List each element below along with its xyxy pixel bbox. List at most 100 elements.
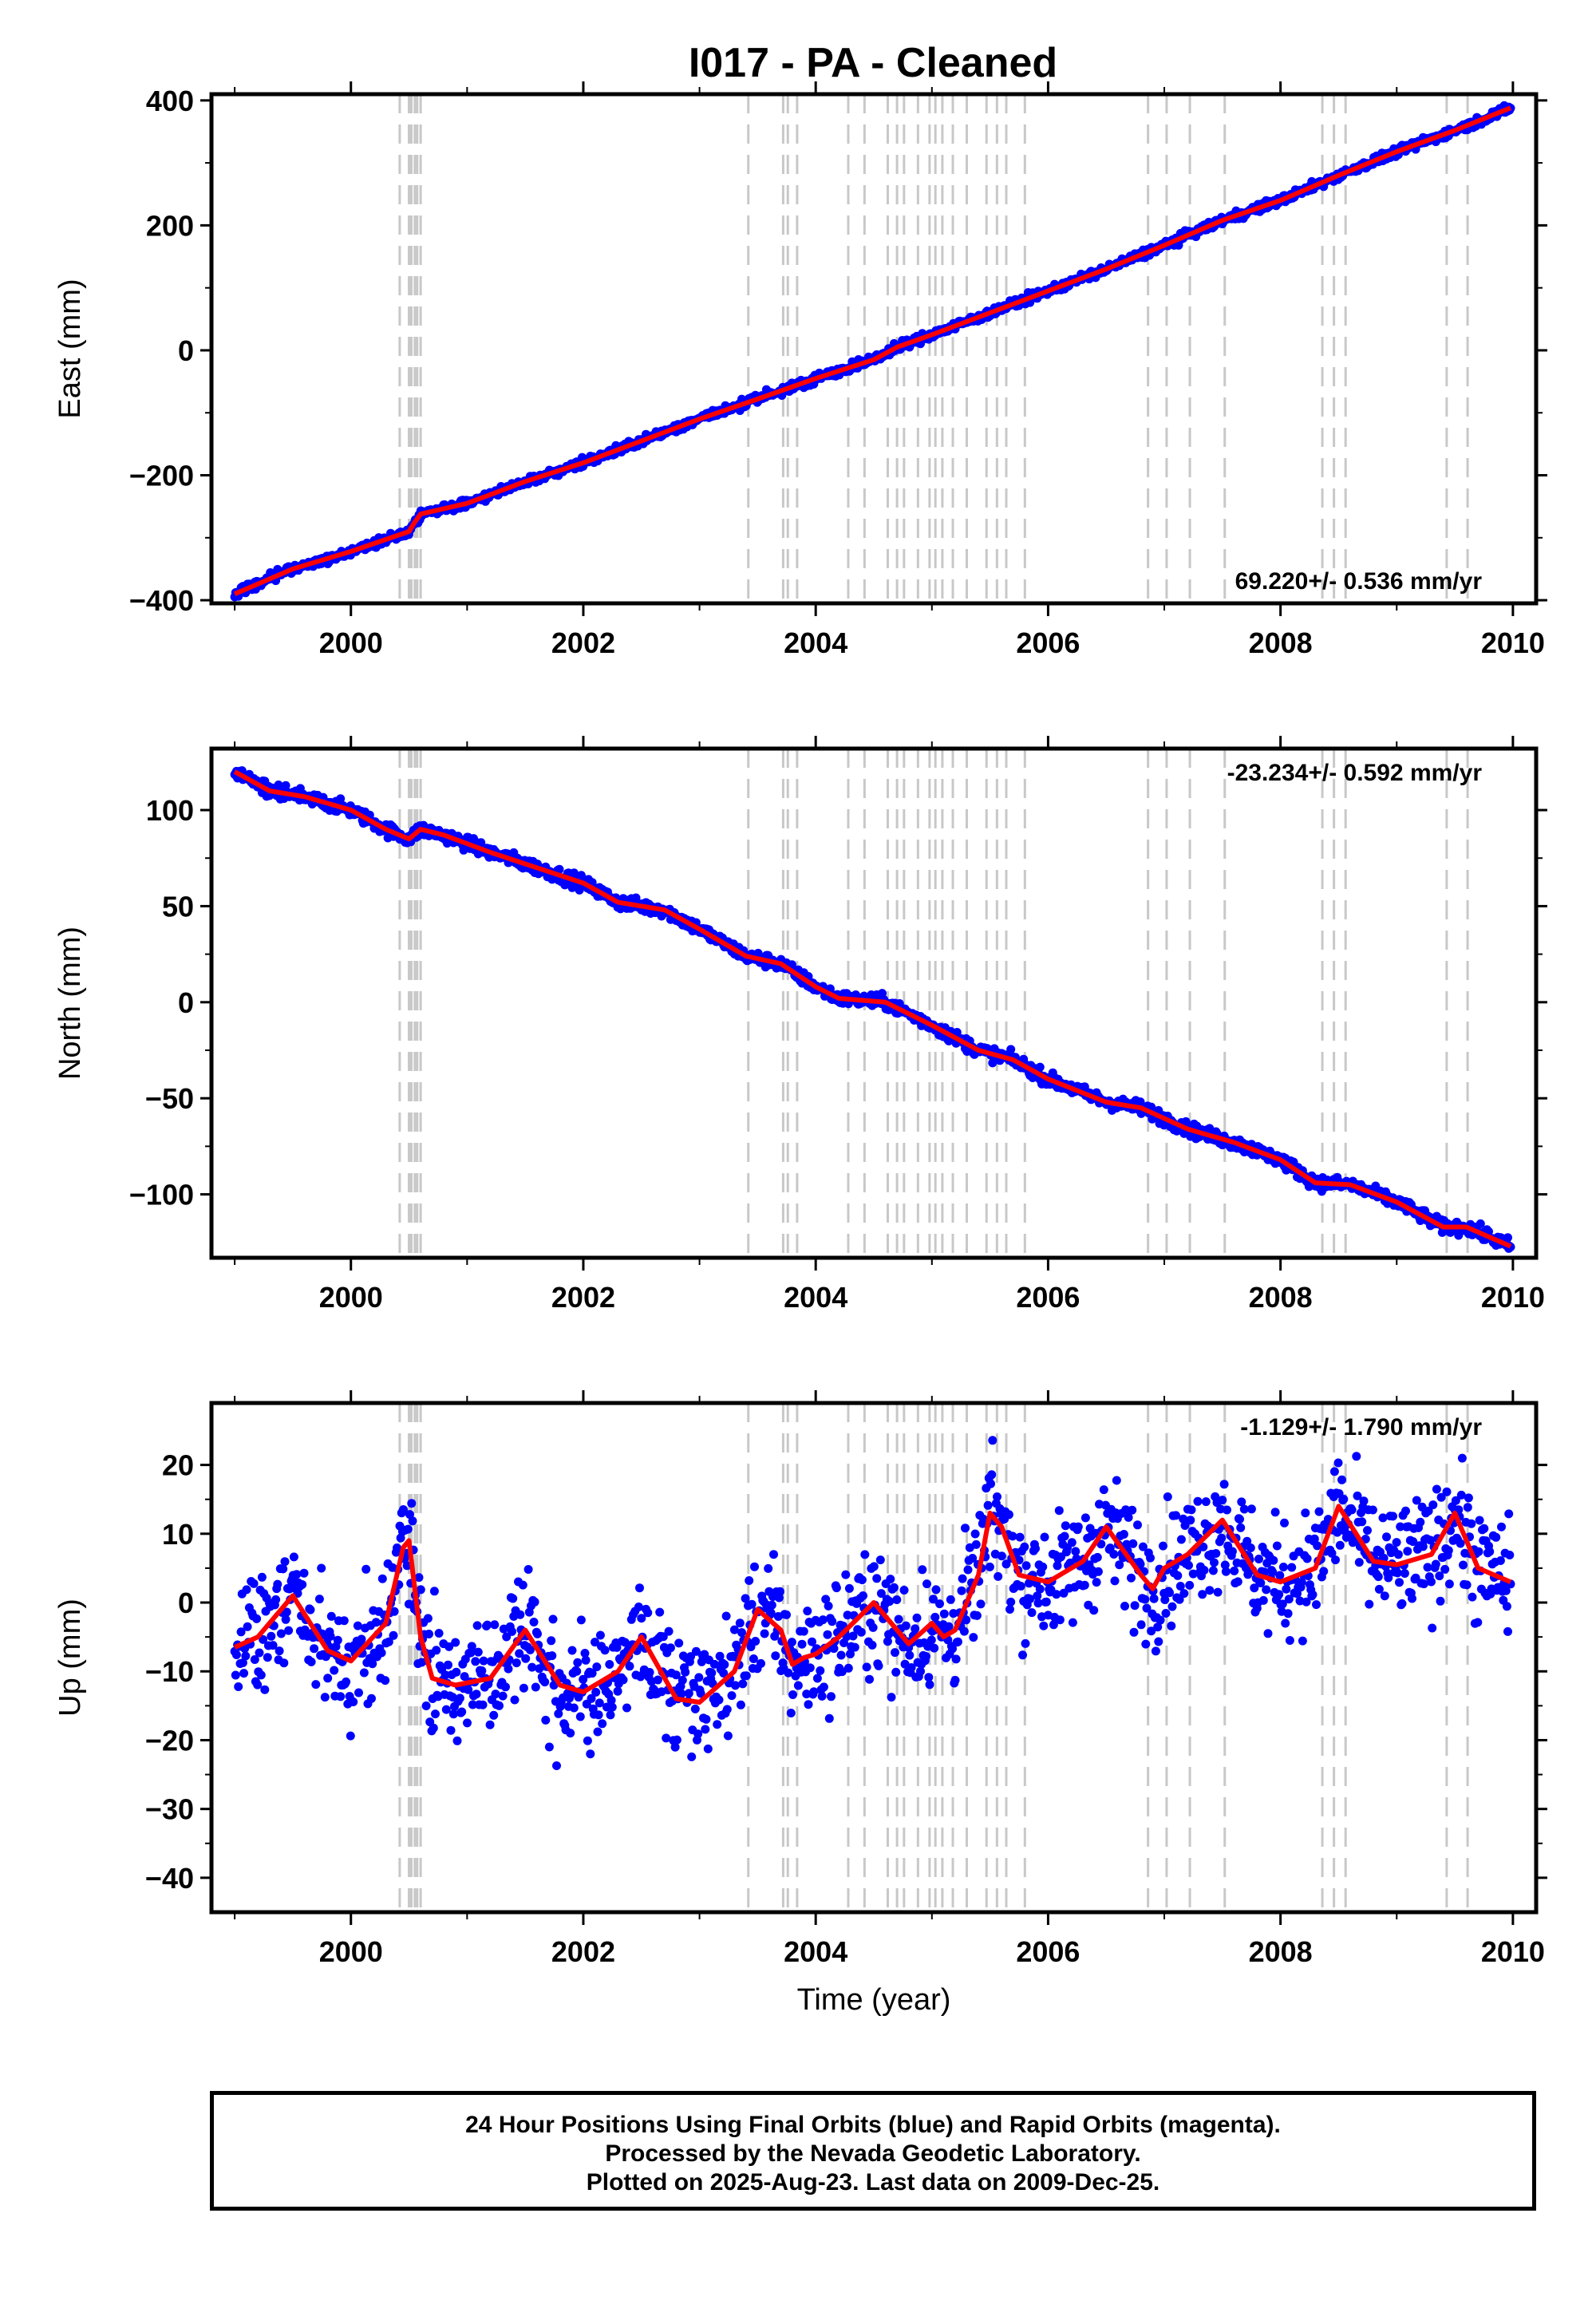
data-point xyxy=(1393,1550,1403,1559)
data-point xyxy=(824,1713,834,1723)
data-point xyxy=(972,1611,982,1620)
data-point xyxy=(664,1626,674,1636)
data-point xyxy=(935,1599,944,1609)
data-point xyxy=(255,1648,264,1658)
data-point xyxy=(931,1585,941,1595)
data-point xyxy=(1018,1650,1027,1660)
data-point xyxy=(843,1663,853,1673)
y-tick-label: 0 xyxy=(178,1587,194,1619)
data-point xyxy=(1444,1579,1454,1589)
data-point xyxy=(472,1621,482,1630)
data-point xyxy=(862,1662,871,1672)
data-point xyxy=(950,1675,960,1685)
data-point xyxy=(1254,1555,1263,1563)
data-point xyxy=(1274,1590,1284,1599)
data-point xyxy=(544,1742,554,1752)
data-point xyxy=(605,1660,614,1669)
data-point xyxy=(1055,1615,1065,1625)
velocity-label: -23.234+/- 0.592 mm/yr xyxy=(1227,760,1483,786)
data-point xyxy=(1120,1602,1129,1611)
data-point xyxy=(1004,1510,1013,1520)
y-tick-label: −200 xyxy=(129,460,194,492)
data-point xyxy=(548,1614,558,1624)
data-point xyxy=(985,1562,994,1571)
data-point xyxy=(346,1731,355,1741)
data-point xyxy=(1167,1621,1176,1630)
data-point xyxy=(1485,1547,1495,1556)
data-point xyxy=(330,1666,339,1675)
data-point xyxy=(1359,1496,1369,1506)
data-point xyxy=(339,1616,349,1626)
data-point xyxy=(1210,1558,1219,1567)
data-point xyxy=(242,1585,251,1595)
data-point xyxy=(969,1633,978,1642)
data-point xyxy=(284,1626,294,1635)
data-point xyxy=(311,1680,321,1690)
data-point xyxy=(531,1682,540,1692)
x-tick-label: 2010 xyxy=(1481,626,1545,659)
data-point xyxy=(1080,1513,1090,1523)
data-point xyxy=(983,1500,993,1510)
data-point xyxy=(1392,1538,1401,1547)
data-point xyxy=(736,1700,745,1709)
data-point xyxy=(1089,1606,1099,1615)
data-point xyxy=(874,1661,883,1670)
x-tick-label: 2002 xyxy=(551,626,615,659)
data-point xyxy=(429,1723,438,1733)
data-point xyxy=(771,1651,780,1661)
data-point xyxy=(1021,1638,1030,1648)
data-point xyxy=(354,1688,363,1697)
data-point xyxy=(701,1725,710,1734)
data-point xyxy=(836,1650,846,1660)
data-point xyxy=(243,1622,252,1631)
data-point xyxy=(1269,1555,1278,1565)
data-point xyxy=(1221,1567,1231,1576)
data-point xyxy=(425,1630,433,1638)
data-point xyxy=(234,1682,243,1691)
data-point xyxy=(1457,1453,1467,1463)
data-point xyxy=(703,1744,713,1753)
data-point xyxy=(894,1614,903,1624)
data-point xyxy=(1223,1505,1231,1515)
data-point xyxy=(886,1575,895,1584)
data-point xyxy=(961,1524,970,1533)
data-point xyxy=(519,1683,528,1693)
data-point xyxy=(521,1654,531,1663)
x-tick-label: 2004 xyxy=(784,626,847,659)
data-point xyxy=(925,1680,934,1690)
data-point xyxy=(498,1691,508,1701)
data-point xyxy=(289,1552,298,1562)
data-point xyxy=(1119,1530,1128,1539)
x-tick-label: 2000 xyxy=(319,1935,383,1968)
data-point xyxy=(567,1646,577,1655)
data-point xyxy=(869,1562,879,1571)
data-point xyxy=(653,1675,662,1685)
footer-line-3: Plotted on 2025-Aug-23. Last data on 200… xyxy=(586,2169,1160,2195)
y-tick-label: −20 xyxy=(145,1724,194,1757)
data-point xyxy=(643,1608,653,1618)
data-point xyxy=(1285,1636,1294,1645)
data-point xyxy=(504,1664,513,1674)
data-point xyxy=(751,1637,760,1646)
data-point xyxy=(441,1705,451,1714)
data-point xyxy=(741,1671,751,1681)
data-point xyxy=(1479,1524,1489,1533)
data-point xyxy=(1109,1550,1119,1559)
data-point xyxy=(594,1710,603,1720)
data-point xyxy=(694,1673,704,1682)
data-point xyxy=(1173,1571,1183,1580)
data-point xyxy=(592,1662,602,1672)
x-tick-label: 2002 xyxy=(551,1935,615,1968)
data-point xyxy=(690,1704,700,1713)
data-point xyxy=(489,1710,499,1720)
data-point xyxy=(1187,1505,1196,1515)
data-point xyxy=(263,1653,272,1662)
data-point xyxy=(1060,1531,1069,1541)
y-tick-label: −100 xyxy=(129,1179,194,1211)
data-point xyxy=(576,1615,586,1625)
data-point xyxy=(446,1725,456,1735)
data-point xyxy=(359,1668,369,1678)
data-point xyxy=(930,1612,940,1622)
data-point xyxy=(859,1591,867,1600)
data-point xyxy=(921,1652,930,1661)
